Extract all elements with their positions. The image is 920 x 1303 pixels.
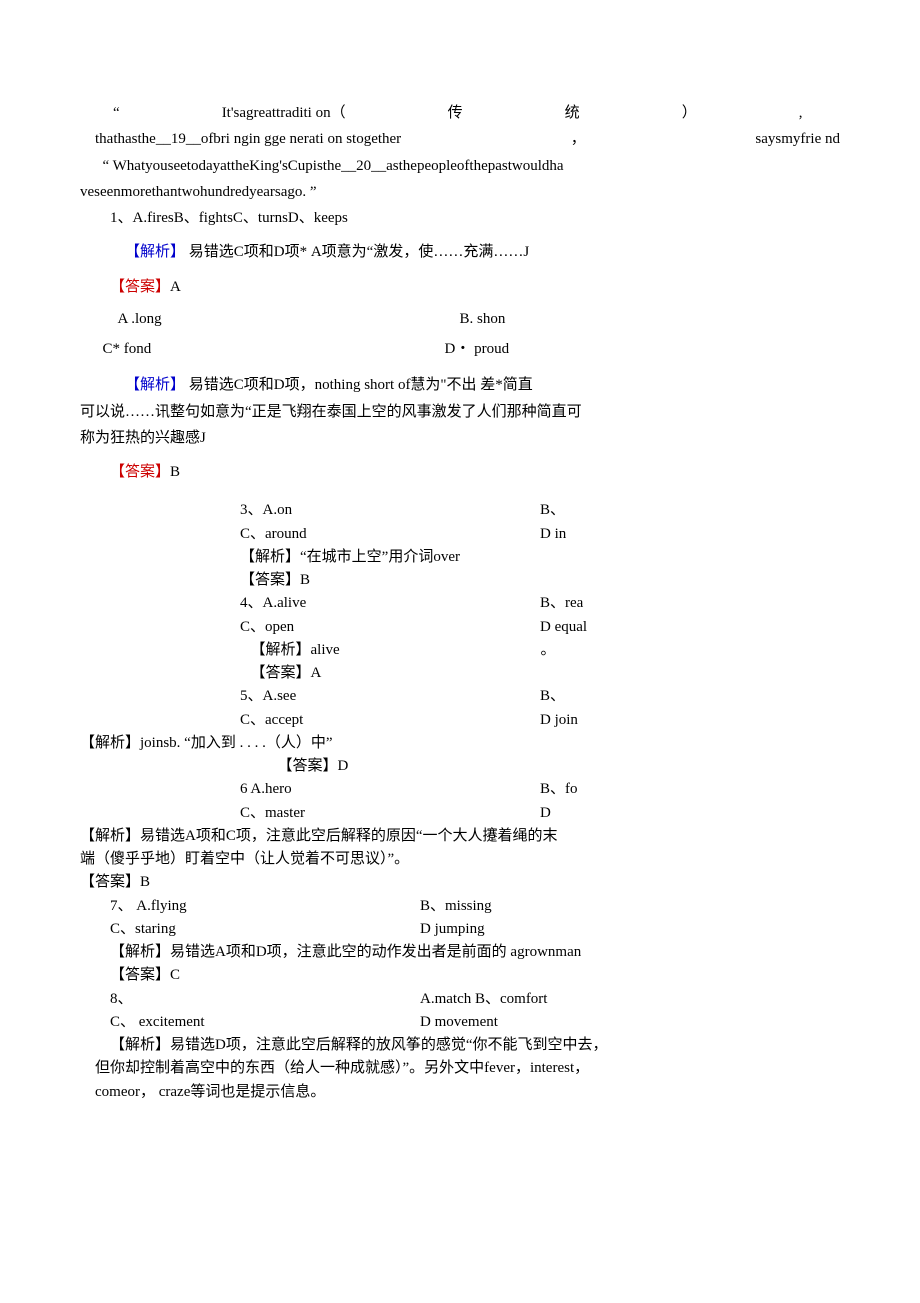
- q6-option-b: B、fo: [540, 778, 578, 801]
- q3-row1: 3、A.on B、: [240, 499, 840, 522]
- text: “: [113, 100, 120, 126]
- q8-row2: C、 excitement D movement: [80, 1011, 840, 1034]
- q3-row2: C、around D in: [240, 523, 840, 546]
- q5-row2: C、accept D join: [240, 709, 840, 732]
- q3-option-c: C、around: [240, 523, 540, 546]
- q6-answer: 【答案】B: [80, 871, 840, 894]
- q1-analysis: 【解析】 易错选C项和D项* A项意为“激发，使……充满……J: [80, 239, 840, 265]
- passage-line-2: thathasthe__19__ofbri ngin gge nerati on…: [80, 126, 840, 152]
- q8-analysis-2: 但你却控制着高空中的东西（给人一种成就感）”。另外文中fever，interes…: [80, 1057, 840, 1080]
- q7-option-d: D jumping: [420, 918, 485, 941]
- answer-text: A: [170, 279, 181, 295]
- q7-option-b: B、missing: [420, 895, 492, 918]
- q2-row1: A .long B. shon: [80, 306, 840, 332]
- q8-row1: 8、 A.match B、comfort: [80, 988, 840, 1011]
- q8-option-c: C、 excitement: [110, 1011, 420, 1034]
- q2-option-d: D・ proud: [445, 336, 841, 362]
- answer-label: 【答案】: [110, 279, 170, 295]
- answer-label: 【答案】: [110, 464, 170, 480]
- q7-row2: C、staring D jumping: [80, 918, 840, 941]
- q6-option-c: C、master: [240, 802, 540, 825]
- q6-row2: C、master D: [240, 802, 840, 825]
- q2-option-b: B. shon: [460, 306, 841, 332]
- text: ）: [682, 100, 697, 126]
- q2-option-c: C* fond: [80, 336, 445, 362]
- q2-row2: C* fond D・ proud: [80, 336, 840, 362]
- q8-analysis-1: 【解析】易错选D项，注意此空后解释的放风筝的感觉“你不能飞到空中去，: [80, 1034, 840, 1057]
- q8-option-d: D movement: [420, 1011, 498, 1034]
- q7-option-a: 7、 A.flying: [110, 895, 420, 918]
- analysis-text: 易错选C项和D项，nothing short of慧为"不出 差*简直: [185, 377, 533, 393]
- document-page: “ It'sagreattraditi on（ 传 统 ） , thathast…: [0, 0, 920, 1303]
- analysis-label: 【解析】: [125, 244, 185, 260]
- q5-answer: 【答案】D: [240, 755, 840, 778]
- q2-answer: 【答案】B: [80, 459, 840, 485]
- q3-option-a: 3、A.on: [240, 499, 540, 522]
- q5-option-b: B、: [540, 685, 565, 708]
- text: thathasthe__19__ofbri ngin gge nerati on…: [95, 126, 401, 152]
- q6-option-d: D: [540, 802, 551, 825]
- q4-option-a: 4、A.alive: [240, 592, 540, 615]
- q5-answer-block: 【答案】D 6 A.hero B、fo C、master D: [240, 755, 840, 825]
- q4-answer: 【答案】A: [240, 662, 840, 685]
- q4-option-b: B、rea: [540, 592, 583, 615]
- q6-analysis-2: 端（傻乎乎地）盯着空中（让人觉着不可思议）”。: [80, 848, 840, 871]
- q3-analysis: 【解析】“在城市上空”用介词over: [240, 546, 840, 569]
- q5-option-d: D join: [540, 709, 578, 732]
- q3-block: 3、A.on B、 C、around D in 【解析】“在城市上空”用介词ov…: [240, 499, 840, 732]
- answer-text: B: [170, 464, 180, 480]
- q4-row2: C、open D equal: [240, 616, 840, 639]
- q4-analysis-r: 。: [541, 639, 556, 662]
- q5-option-c: C、accept: [240, 709, 540, 732]
- q4-option-c: C、open: [240, 616, 540, 639]
- passage-line-4: veseenmorethantwohundredyearsago. ”: [80, 179, 840, 205]
- q5-option-a: 5、A.see: [240, 685, 540, 708]
- analysis-label: 【解析】: [125, 377, 185, 393]
- q5-analysis: 【解析】joinsb. “加入到 . . . .（人）中”: [80, 732, 840, 755]
- q7-option-c: C、staring: [110, 918, 420, 941]
- passage-line-3: “ WhatyouseetodayattheKing'sCupisthe__20…: [80, 153, 840, 179]
- q2-option-a: A .long: [80, 306, 460, 332]
- q6-row1: 6 A.hero B、fo: [240, 778, 840, 801]
- q8-option-a: 8、: [110, 988, 420, 1011]
- q3-option-b: B、: [540, 499, 565, 522]
- q8-option-b: A.match B、comfort: [420, 988, 547, 1011]
- q8-analysis-3: comeor， craze等词也是提示信息。: [80, 1081, 840, 1104]
- q2-analysis-1: 【解析】 易错选C项和D项，nothing short of慧为"不出 差*简直: [80, 372, 840, 398]
- q7-answer: 【答案】C: [80, 964, 840, 987]
- q4-analysis-row: 【解析】alive 。: [240, 639, 840, 662]
- text: saysmyfrie nd: [755, 126, 840, 152]
- text: ，: [571, 126, 586, 152]
- q3-option-d: D in: [540, 523, 566, 546]
- text: 统: [565, 100, 580, 126]
- q2-analysis-2: 可以说……讯整句如意为“正是飞翔在泰国上空的风事激发了人们那种简直可: [80, 399, 840, 425]
- q5-row1: 5、A.see B、: [240, 685, 840, 708]
- q1-answer: 【答案】A: [80, 274, 840, 300]
- q6-analysis-1: 【解析】易错选A项和C项，注意此空后解释的原因“一个大人攓着绳的末: [80, 825, 840, 848]
- text: ,: [799, 100, 803, 126]
- q4-row1: 4、A.alive B、rea: [240, 592, 840, 615]
- text: 传: [448, 100, 463, 126]
- analysis-text: 易错选C项和D项* A项意为“激发，使……充满……J: [185, 244, 529, 260]
- passage-line-1: “ It'sagreattraditi on（ 传 统 ） ,: [80, 100, 840, 126]
- q4-option-d: D equal: [540, 616, 587, 639]
- q1-options: 1、A.firesB、fightsC、turnsD、keeps: [80, 205, 840, 231]
- q3-answer: 【答案】B: [240, 569, 840, 592]
- q7-row1: 7、 A.flying B、missing: [80, 895, 840, 918]
- q7-analysis: 【解析】易错选A项和D项，注意此空的动作发出者是前面的 agrownman: [80, 941, 840, 964]
- q2-analysis-3: 称为狂热的兴趣感J: [80, 425, 840, 451]
- text: It'sagreattraditi on（: [222, 100, 346, 126]
- q6-option-a: 6 A.hero: [240, 778, 540, 801]
- q4-analysis-l: 【解析】alive: [240, 639, 541, 662]
